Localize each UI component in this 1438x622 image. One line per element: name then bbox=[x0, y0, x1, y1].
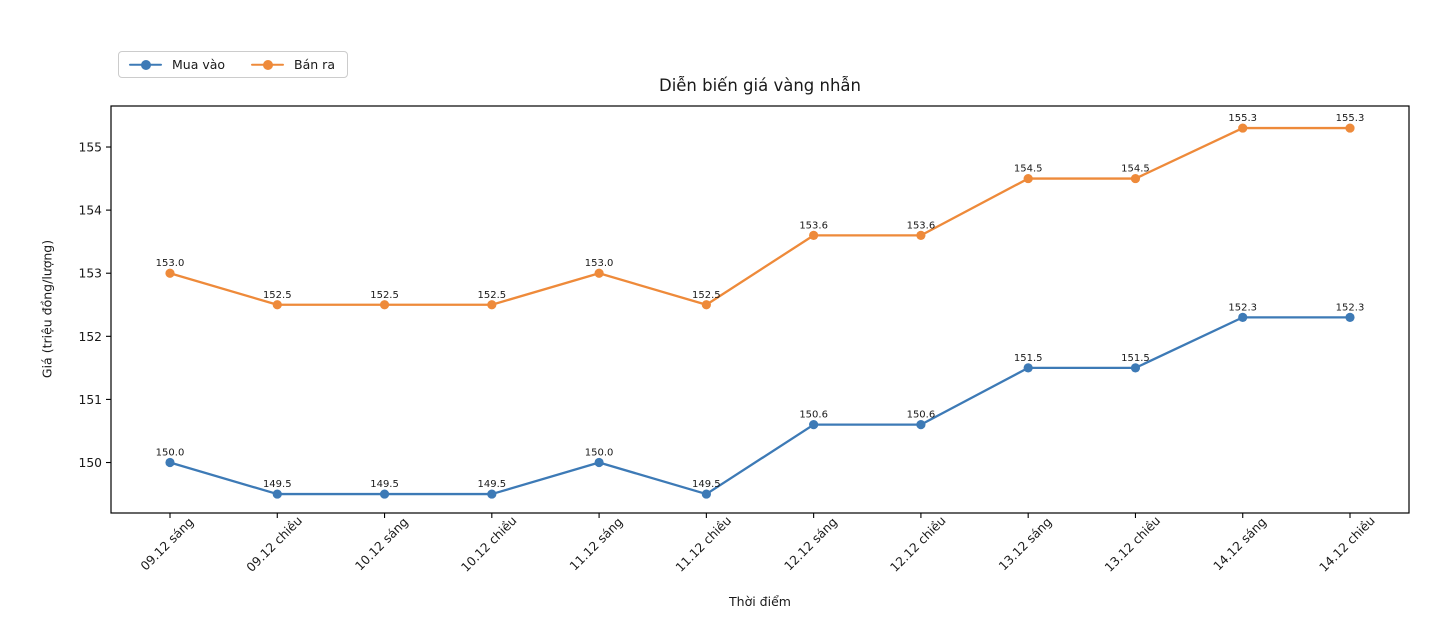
point-label: 149.5 bbox=[477, 479, 506, 490]
data-point bbox=[701, 300, 711, 310]
point-label: 151.5 bbox=[1014, 353, 1043, 364]
point-label: 152.5 bbox=[370, 290, 399, 301]
point-label: 153.6 bbox=[907, 220, 936, 231]
point-label: 150.6 bbox=[907, 410, 936, 421]
x-tick-label: 11.12 sáng bbox=[567, 515, 625, 573]
y-tick-label: 153 bbox=[79, 267, 102, 281]
data-point bbox=[1130, 363, 1141, 373]
y-tick-label: 151 bbox=[79, 393, 102, 407]
x-tick-label: 10.12 chiều bbox=[458, 514, 519, 575]
data-point bbox=[594, 268, 604, 278]
legend-line-marker-icon bbox=[129, 58, 162, 72]
legend-label-ban-ra: Bán ra bbox=[294, 57, 335, 72]
data-point bbox=[272, 489, 282, 499]
data-point bbox=[165, 268, 175, 278]
legend-item-mua-vao: Mua vào bbox=[129, 57, 225, 72]
data-point bbox=[1238, 312, 1248, 322]
data-point bbox=[594, 457, 604, 468]
point-label: 152.5 bbox=[692, 290, 721, 301]
x-tick-label: 12.12 sáng bbox=[782, 515, 840, 573]
point-label: 149.5 bbox=[370, 479, 399, 490]
axes-spines bbox=[110, 105, 1410, 514]
chart-legend: Mua vào Bán ra bbox=[118, 51, 348, 78]
data-point bbox=[1023, 173, 1033, 184]
y-tick-label: 154 bbox=[79, 204, 103, 218]
x-tick-label: 13.12 chiều bbox=[1102, 514, 1163, 575]
x-tick-label: 12.12 chiều bbox=[888, 514, 949, 575]
data-point bbox=[916, 230, 926, 240]
data-point bbox=[487, 300, 497, 310]
point-label: 150.0 bbox=[156, 448, 185, 459]
point-label: 152.5 bbox=[477, 290, 506, 301]
y-tick-label: 155 bbox=[79, 141, 102, 155]
x-tick-label: 10.12 sáng bbox=[352, 515, 410, 573]
x-tick-label: 11.12 chiều bbox=[673, 514, 734, 575]
data-point bbox=[379, 489, 390, 499]
data-point bbox=[1345, 123, 1355, 133]
legend-item-ban-ra: Bán ra bbox=[251, 57, 335, 72]
legend-line-marker-icon bbox=[251, 58, 285, 72]
data-point bbox=[916, 420, 926, 430]
y-axis-label: Giá (triệu đồng/lượng) bbox=[39, 239, 55, 379]
x-tick-label: 09.12 chiều bbox=[244, 514, 305, 575]
point-label: 153.0 bbox=[156, 258, 185, 269]
point-label: 155.3 bbox=[1336, 113, 1365, 124]
x-tick-label: 09.12 sáng bbox=[138, 515, 196, 573]
point-label: 149.5 bbox=[263, 479, 292, 490]
data-point bbox=[165, 457, 175, 468]
point-label: 153.0 bbox=[585, 258, 614, 269]
data-point bbox=[701, 489, 711, 499]
data-point bbox=[379, 300, 390, 310]
point-label: 155.3 bbox=[1228, 113, 1257, 124]
y-tick-label: 152 bbox=[79, 330, 102, 344]
point-label: 154.5 bbox=[1121, 164, 1150, 175]
series-line-0 bbox=[169, 316, 1350, 496]
data-point bbox=[1130, 173, 1141, 184]
series-line-1 bbox=[169, 126, 1350, 306]
point-label: 153.6 bbox=[799, 220, 828, 231]
point-label: 154.5 bbox=[1014, 164, 1043, 175]
data-point bbox=[1238, 123, 1248, 133]
point-label: 152.3 bbox=[1336, 302, 1365, 313]
data-point bbox=[809, 420, 819, 430]
y-tick-label: 150 bbox=[79, 456, 102, 470]
legend-label-mua-vao: Mua vào bbox=[172, 57, 226, 72]
x-axis-label: Thời điểm bbox=[729, 594, 791, 609]
chart-title: Diễn biến giá vàng nhẫn bbox=[658, 76, 861, 95]
data-point bbox=[1345, 312, 1355, 322]
x-tick-label: 14.12 chiều bbox=[1317, 514, 1378, 575]
point-label: 151.5 bbox=[1121, 353, 1150, 364]
point-label: 149.5 bbox=[692, 479, 721, 490]
data-point bbox=[1023, 363, 1033, 373]
point-label: 152.5 bbox=[263, 290, 292, 301]
data-point bbox=[487, 489, 497, 499]
point-label: 150.6 bbox=[799, 410, 828, 421]
point-label: 152.3 bbox=[1228, 302, 1257, 313]
x-tick-label: 13.12 sáng bbox=[996, 515, 1054, 573]
point-label: 150.0 bbox=[585, 448, 614, 459]
data-point bbox=[809, 230, 819, 240]
data-point bbox=[272, 300, 282, 310]
x-tick-label: 14.12 sáng bbox=[1211, 515, 1269, 573]
